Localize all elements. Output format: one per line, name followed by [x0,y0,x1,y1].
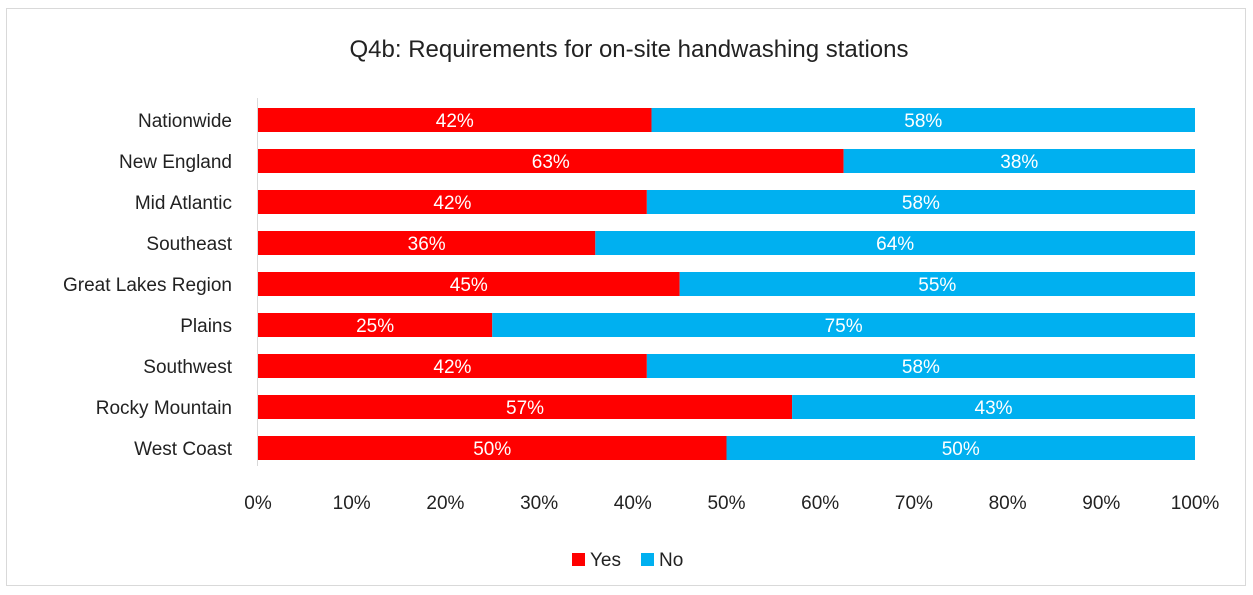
category-label-southwest: Southwest [143,357,232,378]
data-label-no-great-lakes-region: 55% [918,275,956,296]
chart-title: Q4b: Requirements for on-site handwashin… [350,36,909,63]
x-axis-tick-labels: 0% 10% 20% 30% 40% 50% 60% 70% 80% 90% 100% [244,493,1219,514]
data-label-no-southwest: 58% [902,357,940,378]
data-label-yes-southwest: 42% [433,357,471,378]
legend-label-yes: Yes [590,550,621,571]
bar-no-great-lakes-region [679,272,1195,296]
category-label-great-lakes-region: Great Lakes Region [63,275,232,296]
bar-yes-new-england [258,149,844,173]
data-label-yes-nationwide: 42% [436,111,474,132]
data-label-no-southeast: 64% [876,234,914,255]
category-label-nationwide: Nationwide [138,111,232,132]
x-tick-label: 90% [1082,493,1120,514]
legend-label-no: No [659,550,683,571]
x-tick-label: 50% [707,493,745,514]
category-label-new-england: New England [119,152,232,173]
x-tick-label: 30% [520,493,558,514]
category-label-mid-atlantic: Mid Atlantic [135,193,232,214]
bar-no-southwest [646,354,1195,378]
data-label-no-new-england: 38% [1000,152,1038,173]
legend-swatch-yes [572,553,585,566]
x-tick-label: 10% [333,493,371,514]
chart-frame [6,8,1246,586]
bar-no-west-coast [726,436,1195,460]
category-label-plains: Plains [180,316,232,337]
category-label-southeast: Southeast [146,234,232,255]
data-label-yes-mid-atlantic: 42% [433,193,471,214]
bar-yes-great-lakes-region [258,272,680,296]
bar-no-southeast [595,231,1195,255]
data-label-no-nationwide: 58% [904,111,942,132]
data-label-yes-great-lakes-region: 45% [450,275,488,296]
data-label-yes-new-england: 63% [532,152,570,173]
data-label-no-rocky-mountain: 43% [975,398,1013,419]
bar-yes-mid-atlantic [258,190,647,214]
category-labels: Nationwide New England Mid Atlantic Southea… [63,111,233,460]
bar-yes-west-coast [258,436,727,460]
data-label-yes-southeast: 36% [408,234,446,255]
data-label-yes-rocky-mountain: 57% [506,398,544,419]
x-tick-label: 100% [1171,493,1220,514]
x-tick-label: 80% [989,493,1027,514]
x-tick-label: 20% [426,493,464,514]
bar-no-nationwide [651,108,1195,132]
bars-group: 42% 58% 63% 38% 42% 58% 36% 64% 45% 55% 25% 75% 42% 5… [258,108,1195,460]
category-label-west-coast: West Coast [134,439,233,460]
data-label-no-plains: 75% [825,316,863,337]
x-tick-label: 40% [614,493,652,514]
data-label-yes-plains: 25% [356,316,394,337]
data-label-yes-west-coast: 50% [473,439,511,460]
bar-yes-southwest [258,354,647,378]
bar-yes-southeast [258,231,596,255]
bar-no-new-england [843,149,1195,173]
bar-no-plains [492,313,1195,337]
bar-no-mid-atlantic [646,190,1195,214]
bar-yes-nationwide [258,108,652,132]
bar-yes-plains [258,313,493,337]
legend-swatch-no [641,553,654,566]
data-label-no-mid-atlantic: 58% [902,193,940,214]
x-tick-label: 60% [801,493,839,514]
data-label-no-west-coast: 50% [942,439,980,460]
category-label-rocky-mountain: Rocky Mountain [96,398,232,419]
x-tick-label: 0% [244,493,272,514]
bar-yes-rocky-mountain [258,395,793,419]
bar-no-rocky-mountain [792,395,1195,419]
legend: Yes No [572,550,683,571]
x-tick-label: 70% [895,493,933,514]
